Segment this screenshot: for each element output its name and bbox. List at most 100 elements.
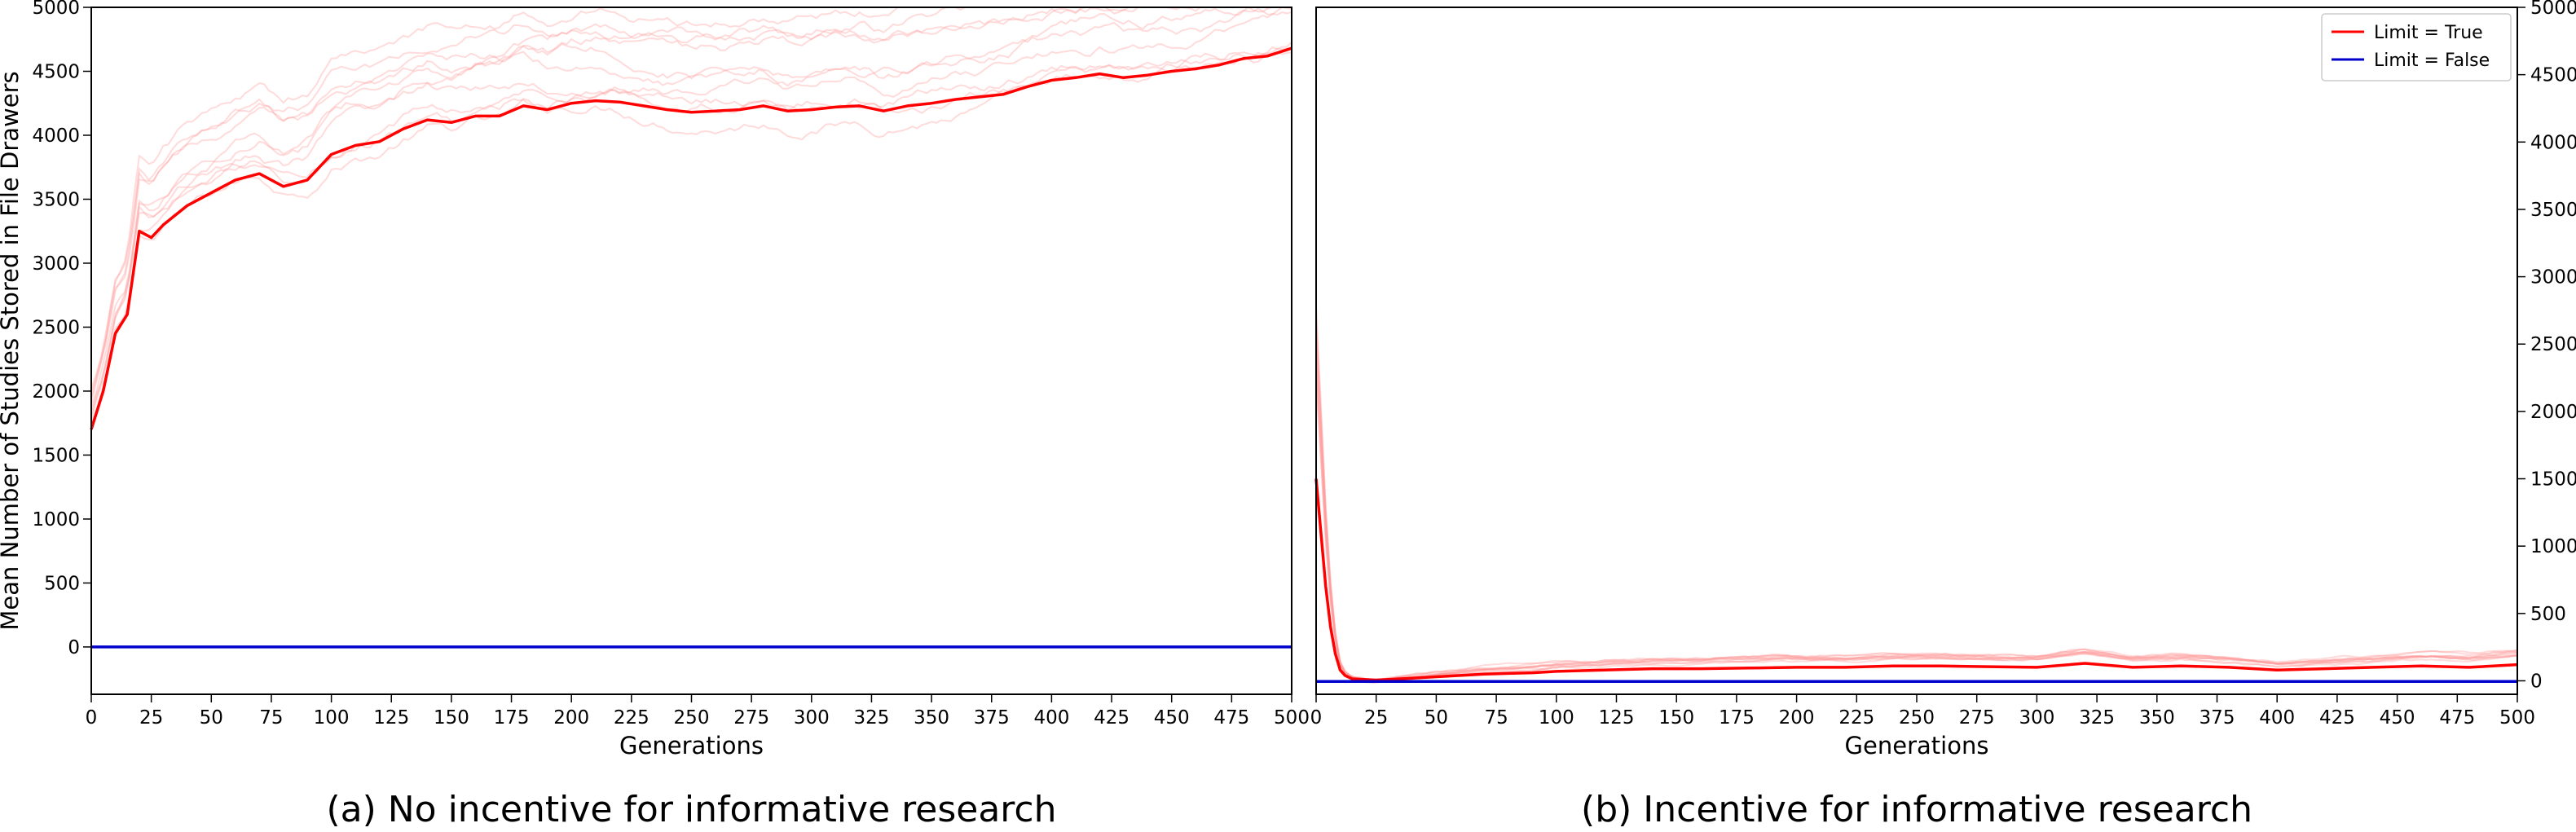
run-trace xyxy=(90,7,1292,390)
y-tick-label: 3000 xyxy=(2530,267,2576,288)
run-trace xyxy=(90,11,1292,416)
y-tick-label: 4000 xyxy=(2530,132,2576,153)
y-tick-label: 3500 xyxy=(2530,200,2576,221)
x-tick-label: 450 xyxy=(2380,707,2415,729)
run-trace xyxy=(1315,365,2518,680)
panel-a-y-axis: 0 500 1000 1500 2000 2500 3000 3500 4000 4500 5000 xyxy=(32,0,91,658)
panel-b-x-axis: 0 25 50 75 100 125 150 175 200 225 250 275 300 325 350… xyxy=(1310,694,2535,729)
x-tick-label: 275 xyxy=(733,707,769,729)
x-tick-label: 325 xyxy=(2079,707,2115,729)
y-tick-label: 2000 xyxy=(32,381,80,403)
y-tick-label: 500 xyxy=(2530,604,2566,625)
legend: Limit = True Limit = False xyxy=(2321,13,2512,81)
panel-b-y-axis: 0 500 1000 1500 2000 2500 3000 3500 4000 4500 5000 xyxy=(2517,0,2576,692)
y-tick-label: 1500 xyxy=(32,445,80,466)
x-tick-label: 25 xyxy=(1364,707,1388,729)
run-trace xyxy=(90,6,1292,412)
y-tick-label: 3000 xyxy=(32,253,80,275)
x-tick-label: 400 xyxy=(2259,707,2295,729)
y-tick-label: 4000 xyxy=(32,125,80,147)
panel-a: 0 25 50 75 100 125 150 175 200 225 250 275 300 325 350… xyxy=(0,0,1310,830)
x-tick-label: 475 xyxy=(1213,707,1249,729)
x-tick-label: 375 xyxy=(2200,707,2235,729)
panel-a-run-traces xyxy=(90,6,1292,429)
x-tick-label: 225 xyxy=(1838,707,1874,729)
y-tick-label: 1500 xyxy=(2530,469,2576,491)
x-tick-label: 300 xyxy=(2019,707,2054,729)
panel-b: 0 25 50 75 100 125 150 175 200 225 250 275 300 325 350… xyxy=(1310,0,2576,830)
y-tick-label: 0 xyxy=(68,637,80,658)
x-tick-label: 100 xyxy=(314,707,350,729)
x-tick-label: 175 xyxy=(1719,707,1755,729)
x-tick-label: 125 xyxy=(1599,707,1635,729)
legend-box xyxy=(2321,13,2512,81)
run-trace xyxy=(1315,348,2518,682)
x-tick-label: 125 xyxy=(373,707,409,729)
x-tick-label: 500 xyxy=(1274,707,1310,729)
y-tick-label: 5000 xyxy=(32,0,80,19)
x-tick-label: 200 xyxy=(553,707,589,729)
x-tick-label: 225 xyxy=(614,707,650,729)
x-tick-label: 200 xyxy=(1779,707,1815,729)
y-tick-label: 3500 xyxy=(32,189,80,210)
x-tick-label: 425 xyxy=(2319,707,2355,729)
panel-a-caption: (a) No incentive for informative researc… xyxy=(326,789,1056,830)
x-tick-label: 175 xyxy=(494,707,530,729)
x-tick-label: 0 xyxy=(1310,707,1323,729)
run-trace xyxy=(90,6,1292,403)
legend-label-limit-false: Limit = False xyxy=(2374,51,2490,71)
y-tick-label: 1000 xyxy=(2530,536,2576,557)
panel-b-plot-frame xyxy=(1315,7,2518,695)
y-tick-label: 2500 xyxy=(2530,334,2576,355)
x-tick-label: 275 xyxy=(1959,707,1995,729)
panel-a-series xyxy=(90,46,1292,649)
x-tick-label: 450 xyxy=(1154,707,1190,729)
run-trace xyxy=(1315,357,2518,681)
y-tick-label: 5000 xyxy=(2530,0,2576,19)
x-tick-label: 475 xyxy=(2439,707,2475,729)
x-tick-label: 100 xyxy=(1539,707,1574,729)
x-tick-label: 50 xyxy=(1425,707,1448,729)
y-tick-label: 0 xyxy=(2530,671,2543,692)
run-trace xyxy=(1315,306,2518,681)
x-tick-label: 400 xyxy=(1033,707,1069,729)
x-tick-label: 375 xyxy=(974,707,1010,729)
x-tick-label: 150 xyxy=(434,707,469,729)
run-trace xyxy=(90,51,1292,429)
x-tick-label: 500 xyxy=(2499,707,2535,729)
panel-a-x-axis-label: Generations xyxy=(619,732,764,759)
x-tick-label: 250 xyxy=(1899,707,1935,729)
y-tick-label: 1000 xyxy=(32,509,80,530)
panel-b-caption: (b) Incentive for informative research xyxy=(1581,789,2252,830)
x-tick-label: 150 xyxy=(1658,707,1694,729)
panel-b-series xyxy=(1314,478,2518,684)
y-tick-label: 500 xyxy=(44,573,80,594)
run-trace xyxy=(1315,373,2517,685)
x-tick-label: 425 xyxy=(1094,707,1129,729)
y-tick-label: 2000 xyxy=(2530,402,2576,423)
legend-label-limit-true: Limit = True xyxy=(2374,23,2483,43)
y-tick-label: 2500 xyxy=(32,317,80,338)
x-tick-label: 50 xyxy=(200,707,223,729)
x-tick-label: 25 xyxy=(139,707,163,729)
series-line-limit-true xyxy=(1314,478,2518,682)
panel-b-x-axis-label: Generations xyxy=(1845,732,1989,759)
run-trace xyxy=(1315,315,2517,682)
x-tick-label: 350 xyxy=(914,707,949,729)
run-trace xyxy=(90,6,1292,407)
x-tick-label: 325 xyxy=(853,707,889,729)
x-tick-label: 75 xyxy=(1484,707,1508,729)
y-tick-label: 4500 xyxy=(32,61,80,82)
run-trace xyxy=(1315,382,2518,682)
series-line-limit-true xyxy=(90,46,1292,430)
y-tick-label: 4500 xyxy=(2530,65,2576,86)
run-trace xyxy=(90,42,1292,420)
panel-a-y-axis-label: Mean Number of Studies Stored in File Dr… xyxy=(0,71,24,630)
panel-b-run-traces xyxy=(1315,306,2518,685)
run-trace xyxy=(1315,332,2518,680)
x-tick-label: 0 xyxy=(86,707,98,729)
x-tick-label: 300 xyxy=(794,707,830,729)
x-tick-label: 75 xyxy=(259,707,283,729)
panel-a-x-axis: 0 25 50 75 100 125 150 175 200 225 250 275 300 325 350… xyxy=(86,694,1310,729)
